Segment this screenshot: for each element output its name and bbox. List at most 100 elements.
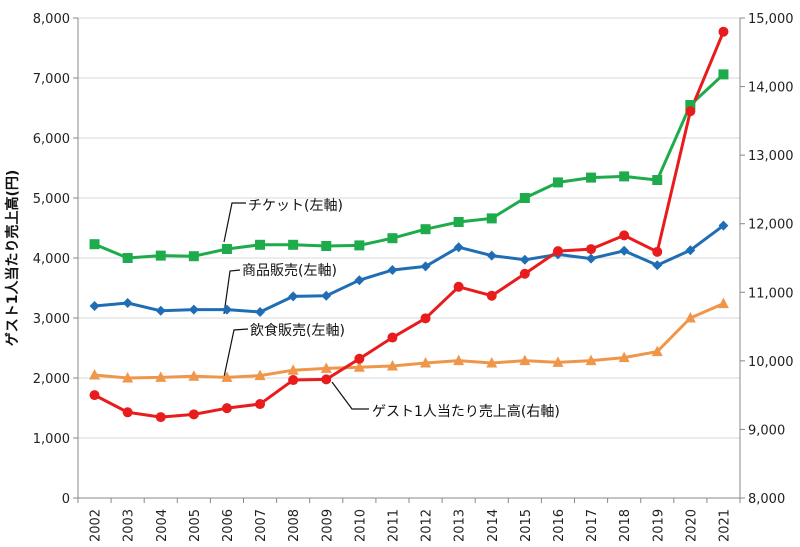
series-label: 飲食販売(左軸) [250, 322, 345, 339]
data-point [619, 171, 630, 182]
data-point [288, 239, 299, 250]
data-point [420, 224, 431, 235]
leader-line [223, 269, 241, 315]
data-point [586, 172, 597, 183]
x-tick-label: 2019 [651, 509, 666, 542]
data-point [122, 407, 133, 418]
data-point [652, 246, 663, 257]
data-point [519, 354, 531, 366]
data-point [221, 403, 232, 414]
right-tick-label: 15,000 [748, 12, 794, 27]
data-point [288, 375, 299, 386]
data-point [652, 260, 663, 271]
data-point [486, 357, 498, 368]
data-point [586, 253, 597, 264]
data-point [486, 290, 497, 301]
data-point [420, 313, 431, 324]
x-tick-label: 2010 [353, 509, 368, 542]
data-point [619, 245, 630, 256]
data-point [320, 362, 332, 373]
data-point [188, 370, 200, 381]
left-tick-label: 0 [62, 492, 70, 507]
x-tick-label: 2007 [254, 509, 269, 542]
data-point [353, 361, 365, 372]
data-point [718, 26, 729, 37]
left-tick-label: 8,000 [33, 12, 70, 27]
leader-line [223, 202, 246, 243]
series-label: チケット(左軸) [248, 198, 343, 214]
data-point [684, 312, 696, 323]
data-point [321, 241, 332, 251]
data-point [221, 244, 232, 254]
data-point [155, 305, 166, 316]
data-point [387, 332, 398, 343]
data-point [685, 100, 696, 110]
data-point [685, 245, 696, 256]
data-point [255, 399, 266, 410]
x-tick-label: 2002 [89, 509, 104, 542]
right-tick-label: 14,000 [748, 81, 794, 96]
x-tick-label: 2016 [552, 509, 567, 542]
data-point [519, 268, 530, 279]
series-line [94, 224, 725, 314]
data-point [287, 364, 299, 375]
right-tick-label: 12,000 [748, 218, 794, 233]
gridlines [78, 17, 740, 439]
left-tick-label: 2,000 [33, 372, 70, 387]
data-point [321, 290, 332, 301]
left-tick-label: 6,000 [33, 132, 70, 147]
data-point [255, 239, 266, 250]
series-label: ゲスト1人当たり売上高(右軸) [372, 403, 560, 420]
x-tick-label: 2003 [122, 509, 137, 542]
x-tick-label: 2006 [221, 509, 236, 542]
data-point [321, 374, 332, 385]
x-tick-label: 2020 [684, 509, 699, 542]
data-point [122, 253, 133, 263]
leader-line [331, 381, 369, 410]
series-labels: チケット(左軸) 商品販売(左軸) 飲食販売(左軸) ゲスト1人当たり売上高(右軸) [242, 198, 560, 420]
x-axis-ticks: 2002 2003 2004 2005 2006 2007 2008 2009 2010 2011… [77, 498, 741, 542]
annotation-leaders [223, 202, 369, 410]
data-point [122, 298, 133, 308]
data-point [89, 239, 100, 250]
data-point [652, 175, 663, 185]
data-point [552, 246, 563, 257]
data-point [188, 304, 199, 315]
data-point [420, 261, 431, 272]
left-tick-label: 1,000 [33, 432, 70, 447]
series-markers [89, 26, 729, 423]
data-point [155, 371, 167, 382]
x-tick-label: 2017 [585, 509, 600, 542]
x-tick-label: 2004 [155, 509, 170, 542]
data-point [354, 240, 365, 251]
data-point [89, 390, 100, 401]
data-point [552, 356, 564, 367]
leader-line [223, 328, 249, 378]
x-tick-label: 2015 [519, 509, 534, 542]
data-point [718, 69, 729, 80]
series-line [93, 31, 725, 419]
data-point [453, 354, 465, 366]
x-tick-label: 2008 [287, 509, 302, 542]
x-tick-label: 2012 [420, 509, 435, 542]
data-point [685, 106, 696, 117]
data-point [619, 230, 630, 241]
data-point [586, 244, 597, 255]
left-tick-label: 7,000 [33, 72, 70, 87]
series-lines [93, 31, 725, 419]
data-point [188, 409, 199, 420]
data-point [254, 369, 266, 381]
data-point [188, 251, 199, 262]
x-tick-label: 2013 [453, 509, 468, 542]
data-point [89, 301, 100, 311]
x-tick-label: 2011 [386, 509, 401, 542]
left-tick-label: 5,000 [33, 192, 70, 207]
right-tick-label: 8,000 [748, 492, 785, 507]
x-tick-label: 2018 [618, 509, 633, 542]
data-point [122, 372, 134, 383]
data-point [387, 265, 398, 275]
right-tick-label: 11,000 [748, 286, 794, 301]
x-tick-label: 2009 [320, 509, 335, 542]
data-point [717, 297, 729, 309]
